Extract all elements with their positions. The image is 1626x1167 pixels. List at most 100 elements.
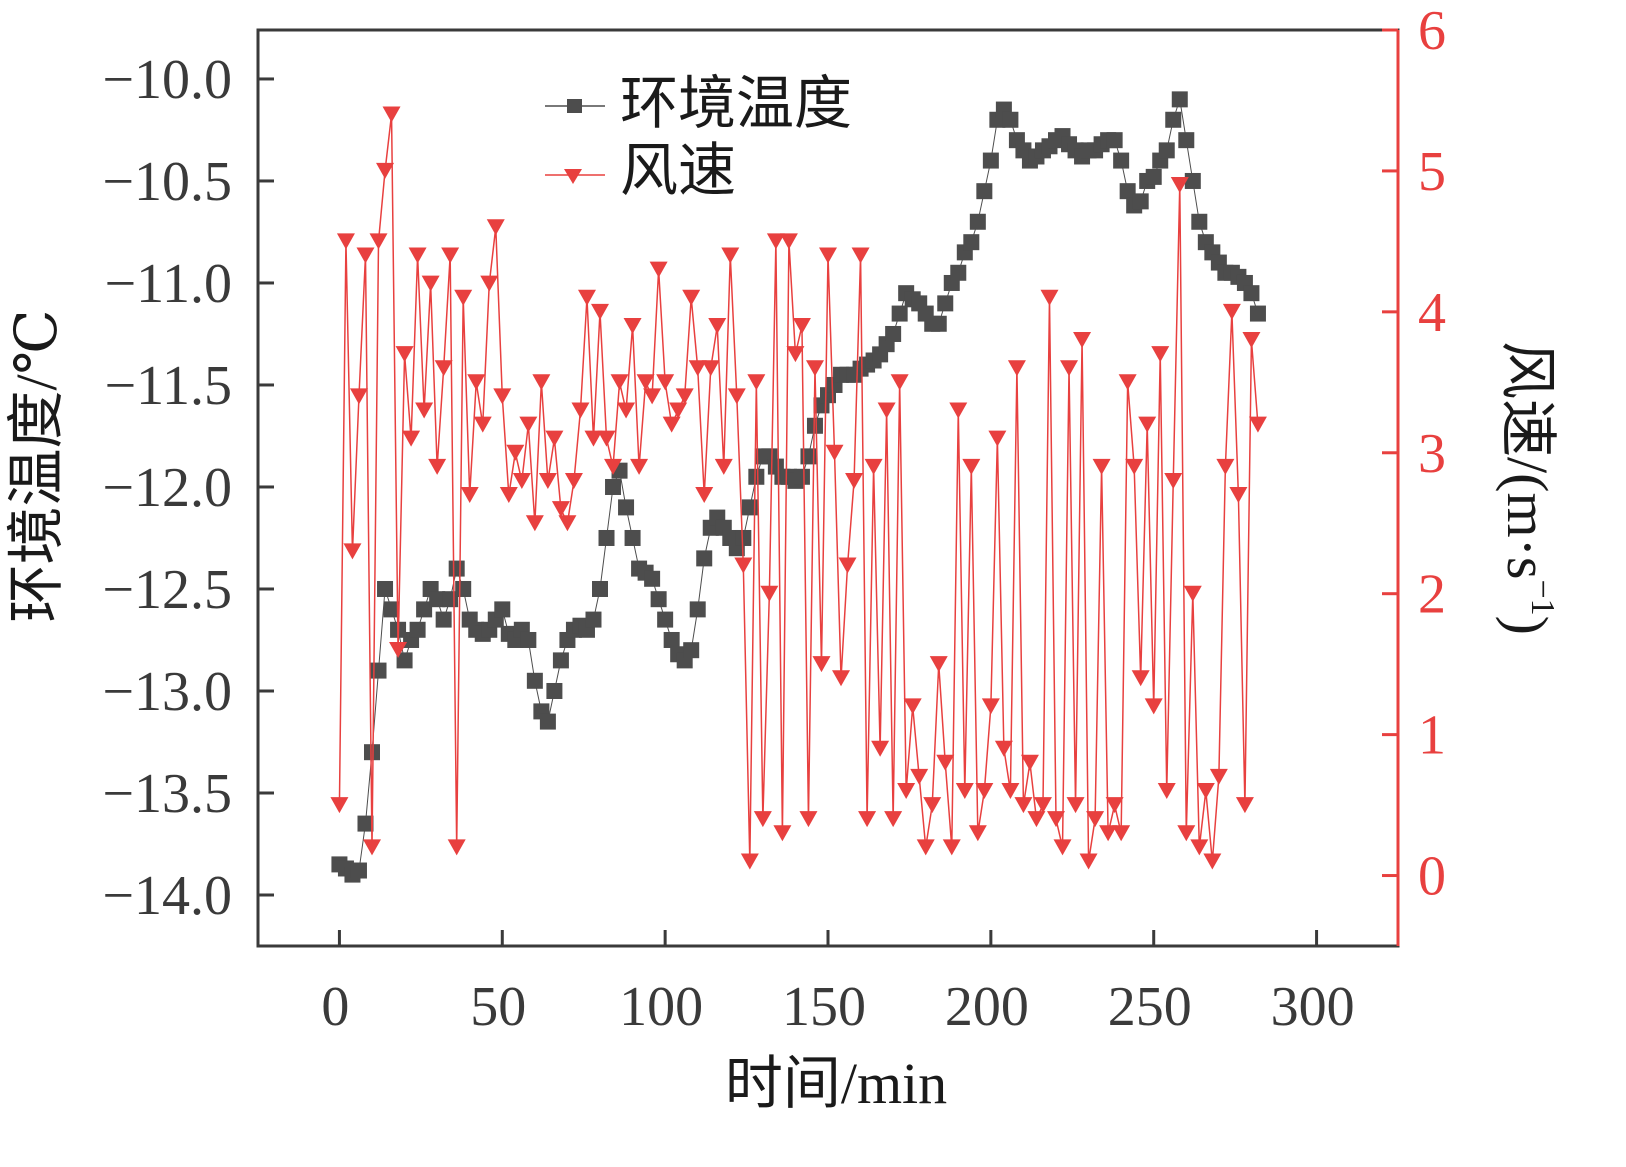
wind-speed-point [910,768,929,785]
temperature-point [1002,111,1019,128]
right-y-tick-label: 1 [1418,705,1446,767]
wind-speed-point [356,247,375,264]
wind-speed-point [1066,797,1085,814]
temperature-point [683,642,700,659]
left-y-tick-label: −10.5 [102,151,232,213]
wind-speed-point [1092,458,1111,475]
wind-speed-point [447,839,466,856]
wind-speed-point [512,472,531,489]
plot-frame [256,28,1400,948]
wind-speed-point [1209,768,1228,785]
temperature-point [618,499,635,516]
temperature-point [585,611,602,628]
temperature-point [377,580,394,597]
wind-speed-point [382,106,401,123]
wind-speed-point [708,317,727,334]
temperature-point [350,862,367,879]
wind-speed-point [968,825,987,842]
wind-speed-point [1229,487,1248,504]
right-y-tick-label: 5 [1418,141,1446,203]
wind-speed-point [1177,825,1196,842]
wind-speed-point [434,360,453,377]
wind-speed-point [1099,825,1118,842]
wind-speed-point [1040,289,1059,306]
wind-speed-line [338,114,1259,862]
wind-speed-point [747,374,766,391]
temperature-point [526,672,543,689]
wind-speed-point [389,642,408,659]
wind-speed-point [1079,853,1098,870]
wind-speed-point [805,360,824,377]
temperature-point [689,601,706,618]
wind-speed-point [1047,811,1065,828]
left-y-tick-label: −13.5 [102,763,232,825]
wind-speed-point [825,444,844,461]
temperature-point [520,631,537,648]
wind-speed-point [799,811,818,828]
temperature-point [696,550,713,567]
wind-speed-point [760,585,779,602]
x-tick-label: 0 [321,976,349,1038]
wind-speed-point [988,430,1007,447]
wind-speed-point [936,754,955,771]
wind-speed-point [675,388,694,405]
temperature-point [396,652,413,669]
temperature-point [539,713,556,730]
wind-speed-point [981,698,1000,715]
temperature-point [1119,183,1136,200]
legend: 环境温度 风速 [545,71,852,203]
wind-speed-point [1033,797,1052,814]
wind-speed-point [923,797,942,814]
temperature-series [331,91,1266,883]
temperature-point [448,560,465,577]
wind-speed-point [871,740,890,757]
wind-speed-point [1196,782,1215,799]
wind-speed-point [1020,754,1039,771]
temperature-point [963,234,980,251]
wind-speed-point [701,360,720,377]
wind-speed-point [877,402,896,419]
wind-speed-point [962,458,981,475]
temperature-point [455,580,472,597]
wind-speed-point [551,501,570,518]
x-tick-label: 300 [1271,976,1355,1038]
wind-speed-point [1248,416,1267,433]
wind-speed-point [604,458,623,475]
wind-speed-point [395,346,414,363]
left-y-tick-label: −13.0 [102,661,232,723]
wind-speed-point [408,247,427,264]
wind-speed-point [994,740,1013,757]
wind-speed-point [376,162,395,179]
wind-speed-point [349,388,368,405]
temperature-point [650,591,667,608]
right-y-axis-ticks: 0 1 2 3 4 5 6 [1382,0,1446,908]
wind-speed-point [832,670,851,687]
temperature-point [793,468,810,485]
wind-speed-point [1170,177,1189,194]
right-y-tick-label: 3 [1418,423,1446,485]
left-y-tick-label: −12.0 [102,457,232,519]
wind-speed-point [786,346,805,363]
temperature-point [383,601,400,618]
wind-speed-point [929,656,948,673]
wind-speed-point [428,458,447,475]
wind-speed-point [591,303,609,320]
temperature-point [552,652,569,669]
left-y-axis-title: 环境温度/℃ [4,310,69,623]
left-y-tick-label: −11.5 [104,355,232,417]
temperature-point [364,744,380,761]
wind-speed-point [714,458,733,475]
right-y-axis-title: 风速/(m·s−1) [1495,341,1561,635]
x-tick-label: 100 [619,976,703,1038]
wind-speed-point [792,317,811,334]
wind-speed-point [1105,797,1124,814]
temperature-point [1165,111,1182,128]
temperature-point [370,662,387,679]
wind-speed-point [1216,458,1235,475]
temperature-point [1249,305,1266,322]
wind-speed-point [636,374,655,391]
wind-speed-point [662,416,681,433]
wind-speed-point [493,388,512,405]
wind-speed-point [1190,839,1209,856]
